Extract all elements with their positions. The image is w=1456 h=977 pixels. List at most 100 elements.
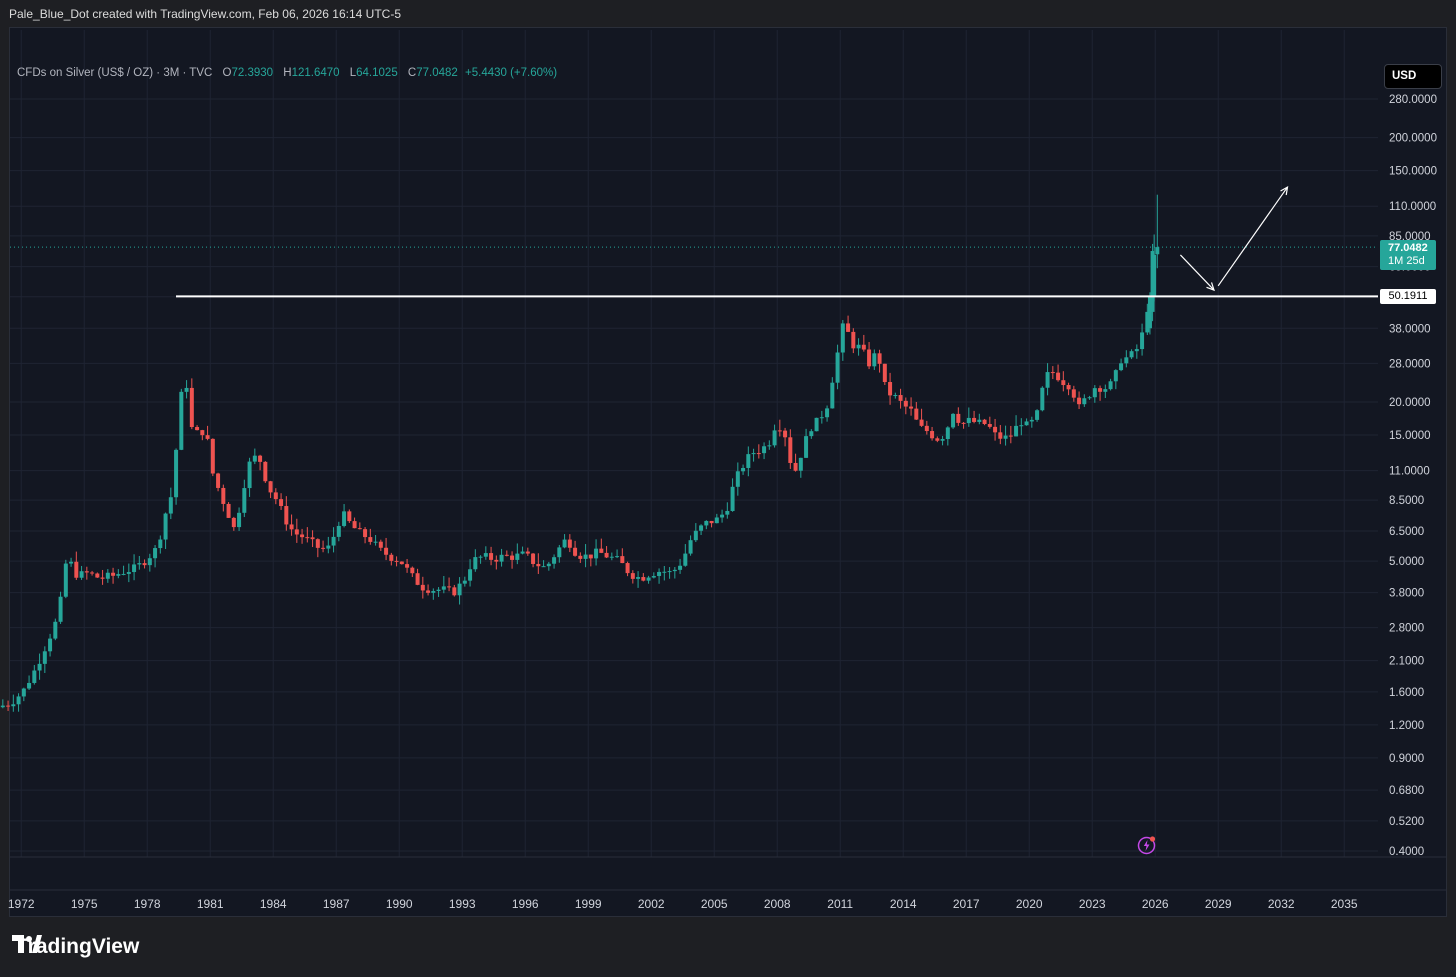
y-tick-label: 8.5000 (1389, 495, 1424, 507)
candle-body (788, 437, 793, 463)
candle-body (1029, 419, 1034, 422)
candle-body (882, 363, 887, 383)
x-tick-label: 2029 (1205, 897, 1232, 911)
x-tick-label: 2014 (890, 897, 917, 911)
candle-body (1092, 388, 1097, 398)
candle-body (415, 573, 420, 585)
candle-body (153, 548, 158, 559)
candle-body (699, 525, 704, 531)
candle-body (720, 514, 725, 518)
candle-body (111, 572, 116, 576)
x-tick-label: 1981 (197, 897, 224, 911)
y-tick-label: 2.1000 (1389, 656, 1424, 668)
candle-body (483, 553, 488, 557)
candle-body (226, 503, 231, 518)
candle-body (121, 573, 126, 575)
candle-body (1113, 370, 1118, 382)
candle-body (63, 563, 68, 597)
candle-body (510, 555, 515, 560)
candle-body (945, 427, 950, 440)
candle-body (1024, 421, 1029, 426)
close-label: C (407, 67, 417, 79)
open-value: 72.3930 (231, 67, 274, 79)
symbol-description: CFDs on Silver (US$ / OZ) · 3M · TVC (17, 67, 213, 79)
candle-body (499, 554, 504, 562)
candle-body (6, 705, 11, 707)
candle-body (819, 417, 824, 419)
candle-body (751, 453, 756, 455)
y-tick-label: 85.0000 (1389, 231, 1431, 243)
candle-body (762, 446, 767, 454)
candle-body (636, 577, 641, 579)
candle-body (646, 577, 651, 581)
candle-body (394, 560, 399, 562)
x-tick-label: 1993 (449, 897, 476, 911)
candle-body (389, 554, 394, 561)
currency-button[interactable]: USD (1384, 64, 1442, 89)
candle-body (940, 439, 945, 441)
candle-body (903, 400, 908, 407)
candle-body (473, 557, 478, 570)
candle-body (37, 663, 42, 671)
y-tick-label: 0.9000 (1389, 753, 1424, 765)
candle-body (966, 417, 971, 424)
candle-body (562, 539, 567, 548)
candle-body (195, 427, 200, 431)
candle-body (436, 589, 441, 592)
y-tick-label: 150.0000 (1389, 166, 1437, 178)
candle-body (861, 344, 866, 350)
bar-countdown: 1M 25d (1388, 255, 1425, 267)
tradingview-brand: TradingView (12, 935, 139, 959)
candle-body (21, 688, 26, 697)
x-tick-label: 2035 (1331, 897, 1358, 911)
x-tick-label: 1978 (134, 897, 161, 911)
candle-body (210, 438, 215, 474)
candle-body (704, 520, 709, 526)
y-tick-label: 38.0000 (1389, 323, 1431, 335)
candle-body (1008, 435, 1013, 437)
candle-body (289, 524, 294, 530)
y-tick-label: 0.4000 (1389, 846, 1424, 858)
candle-body (919, 419, 924, 426)
y-tick-label: 28.0000 (1389, 358, 1431, 370)
change-value: +5.4430 (+7.60%) (465, 67, 558, 79)
candle-body (982, 419, 987, 425)
candle-body (378, 541, 383, 548)
candle-body (1077, 397, 1082, 405)
candle-body (16, 696, 21, 705)
x-tick-label: 2023 (1079, 897, 1106, 911)
candle-body (1152, 254, 1157, 297)
candle-body (368, 537, 373, 542)
candle-body (620, 556, 625, 564)
candle-body (48, 638, 53, 652)
candle-body (0, 705, 5, 708)
x-tick-label: 1984 (260, 897, 287, 911)
candle-body (735, 471, 740, 487)
candle-body (126, 572, 131, 574)
arrow-line (1179, 254, 1215, 291)
y-tick-label: 6.5000 (1389, 526, 1424, 538)
low-value: 64.1025 (356, 67, 398, 79)
y-tick-label: 0.6800 (1389, 785, 1424, 797)
candle-body (468, 569, 473, 581)
arrow-line (1217, 186, 1288, 287)
candle-body (783, 430, 788, 438)
candle-body (693, 530, 698, 541)
current-price-tag: 77.0482 1M 25d (1380, 240, 1436, 270)
x-tick-label: 1987 (323, 897, 350, 911)
y-tick-label: 5.0000 (1389, 556, 1424, 568)
candle-body (767, 445, 772, 447)
candle-body (1145, 311, 1150, 333)
candle-body (798, 457, 803, 471)
lightning-icon[interactable] (1137, 835, 1157, 855)
candle-body (132, 564, 137, 573)
candle-body (174, 449, 179, 498)
candle-body (1035, 410, 1040, 420)
candle-body (69, 561, 74, 564)
candle-body (462, 580, 467, 584)
candle-body (457, 583, 462, 596)
candle-body (347, 511, 352, 522)
candle-body (100, 577, 105, 579)
candle-body (746, 454, 751, 468)
